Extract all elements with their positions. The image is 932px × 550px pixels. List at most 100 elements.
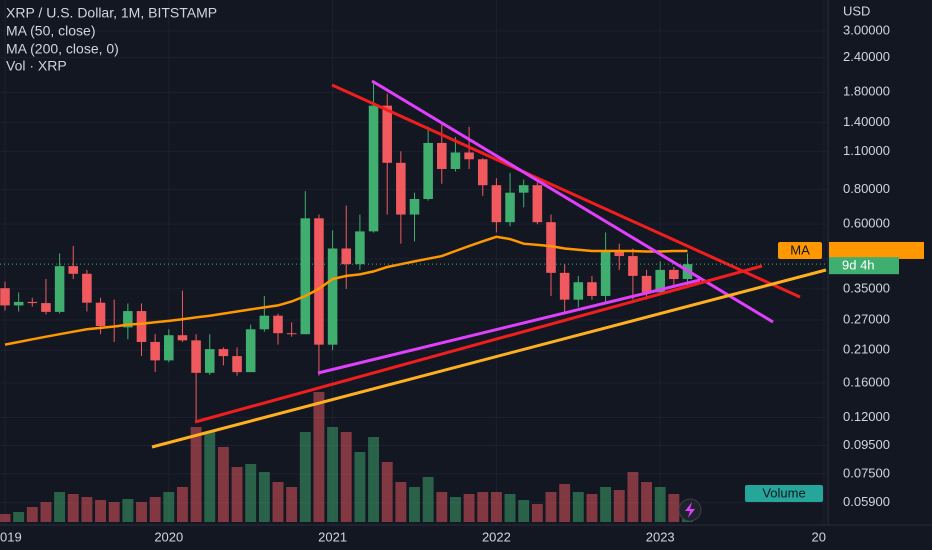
volume-bar (231, 467, 243, 522)
volume-bar (504, 494, 516, 522)
volume-bar (176, 487, 188, 522)
volume-bar (436, 492, 448, 522)
y-tick-label: 0.27000 (843, 311, 890, 326)
volume-bar (245, 464, 257, 522)
y-tick-label: 0.16000 (843, 374, 890, 389)
candle-body (164, 335, 174, 361)
trendline (194, 264, 763, 424)
volume-bar (654, 487, 666, 522)
y-tick-label: 0.21000 (843, 342, 890, 357)
candle-body (396, 162, 406, 215)
candle-body (341, 248, 352, 265)
indicator-label[interactable]: MA (200, close, 0) (6, 41, 119, 57)
volume-bar (272, 482, 284, 522)
trendline (331, 83, 801, 299)
candle-body (13, 301, 24, 306)
volume-bar (463, 494, 475, 522)
candle-body (27, 301, 38, 304)
logo-bolt (685, 502, 695, 518)
volume-bar (122, 499, 134, 522)
volume-bar (422, 477, 434, 522)
volume-bar (26, 507, 38, 522)
volume-bar (313, 392, 325, 522)
y-tick-label: 1.40000 (843, 114, 890, 129)
volume-bar (149, 497, 161, 522)
candle-body (95, 302, 106, 326)
volume-bar (217, 447, 229, 522)
candle-body (477, 159, 488, 186)
y-axis-label: USD (843, 3, 870, 18)
volume-bar (395, 482, 407, 522)
x-tick-label: 2022 (482, 529, 511, 544)
candles (0, 82, 693, 423)
y-tick-label: 0.07500 (843, 465, 890, 480)
candle-body (191, 340, 201, 373)
ma-tag-box (778, 241, 822, 259)
candle-body (518, 185, 529, 193)
volume-bar (613, 490, 625, 522)
candle-body (123, 311, 133, 328)
candle-body (314, 218, 324, 345)
volume-bar (136, 502, 147, 522)
volume-bar (299, 432, 311, 522)
volume-bar (668, 494, 680, 522)
candle-body (355, 231, 365, 265)
volume-bar (340, 432, 352, 522)
volume-bar (449, 497, 461, 522)
volume-bar (490, 492, 502, 522)
axes: 3.00000 2.40000 1.80000 1.40000 1.10000 0.800… (0, 22, 890, 544)
candle-body (600, 250, 611, 296)
x-tick-label: 2021 (318, 529, 347, 544)
candle-body (273, 315, 283, 334)
candle-body (641, 275, 652, 293)
candle-body (82, 273, 92, 303)
y-tick-label: 3.00000 (843, 22, 890, 37)
candle-body (68, 266, 79, 274)
candle-body (0, 288, 10, 306)
volume-bar (204, 432, 216, 522)
grid (0, 0, 828, 525)
chart-title: XRP / U.S. Dollar, 1M, BITSTAMP (6, 5, 217, 21)
y-tick-label: 0.05900 (843, 494, 890, 509)
candle-body (655, 269, 665, 293)
candle-body (286, 333, 297, 335)
candle-body (382, 105, 392, 163)
candle-body (136, 311, 147, 342)
volume-bar (67, 494, 79, 522)
candle-body (259, 315, 270, 330)
candle-body (491, 185, 502, 223)
indicator-label[interactable]: Vol · XRP (6, 58, 67, 74)
volume-bar (409, 487, 420, 522)
indicator-label[interactable]: MA (50, close) (6, 23, 95, 39)
candle-body (232, 356, 242, 373)
volume-bar (0, 514, 11, 522)
y-tick-label: 1.10000 (843, 143, 890, 158)
volume-bar (368, 437, 380, 522)
volume-bar (258, 472, 270, 522)
candle-body (587, 282, 597, 296)
logo[interactable] (678, 498, 702, 522)
volume-bar (40, 502, 52, 522)
volume-bar (641, 482, 653, 522)
volume-bar (600, 487, 612, 522)
candle-body (573, 282, 584, 300)
volume-bar (108, 502, 120, 522)
volume-bar (518, 500, 530, 522)
x-tick-label: 019 (0, 529, 22, 544)
ma-tag: MA (790, 242, 810, 257)
volume-bar (95, 500, 107, 522)
volume-tag: Volume (762, 485, 805, 500)
volume-bar (586, 494, 598, 522)
candle-body (546, 222, 556, 273)
candle-body (218, 349, 229, 357)
volume-bar (381, 462, 393, 522)
x-tick-label: 20 (812, 529, 826, 544)
candle-body (368, 105, 379, 232)
volume-tag-box (745, 485, 823, 502)
volume-bar (572, 492, 584, 522)
candle-body (614, 250, 625, 257)
candle-body (505, 192, 515, 223)
volume-bar (163, 492, 175, 522)
